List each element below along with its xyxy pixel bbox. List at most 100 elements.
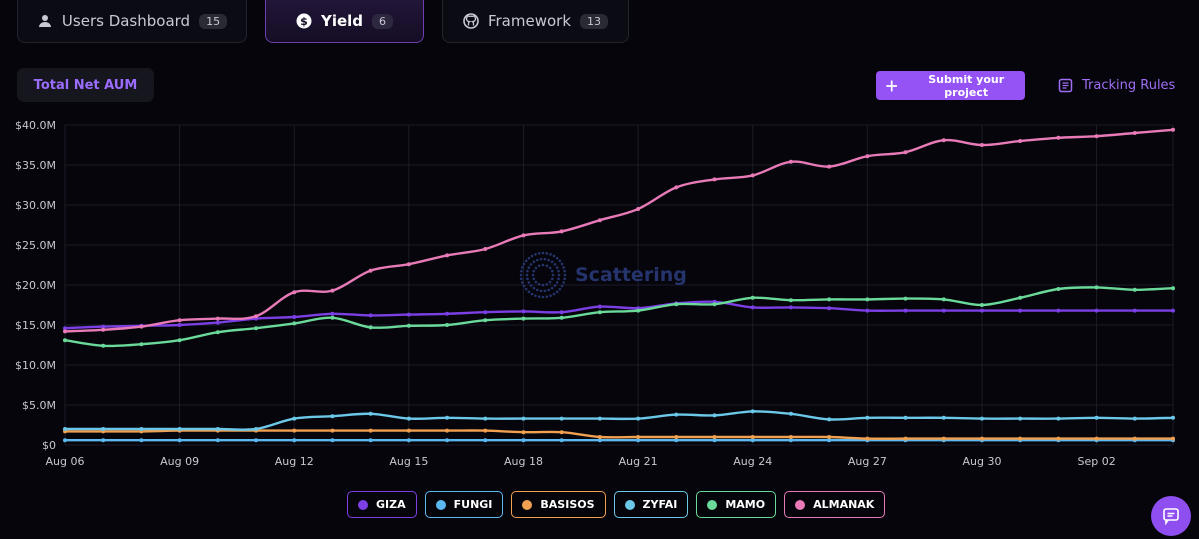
logo-dot (563, 269, 566, 273)
data-point-almanak (63, 329, 67, 334)
data-point-mamo (712, 302, 717, 307)
legend-item-basisos[interactable]: BASISOS (511, 491, 606, 518)
data-point-fungi (636, 438, 641, 443)
data-point-basisos (941, 436, 946, 441)
data-point-mamo (636, 308, 641, 313)
data-point-giza (597, 304, 602, 309)
data-point-fungi (215, 438, 220, 443)
logo-dot (549, 253, 552, 256)
data-point-mamo (330, 315, 335, 320)
data-point-zyfai (1018, 416, 1023, 421)
legend-item-fungi[interactable]: FUNGI (424, 491, 504, 518)
logo-dot (520, 277, 523, 281)
x-tick-label: Aug 27 (848, 455, 887, 468)
data-point-fungi (788, 438, 793, 443)
logo-dot (545, 282, 549, 286)
logo-dot (557, 277, 560, 281)
metric-label: Total Net AUM (33, 77, 138, 93)
svg-text:$: $ (300, 15, 308, 28)
data-point-almanak (521, 233, 526, 238)
logo-dot (530, 292, 534, 296)
submit-project-button[interactable]: Submit your project (876, 71, 1025, 100)
logo-dot (529, 284, 533, 287)
data-point-almanak (788, 159, 793, 164)
logo-dot (550, 286, 554, 290)
data-point-fungi (674, 438, 679, 443)
data-point-almanak (101, 327, 106, 332)
data-point-zyfai (636, 416, 641, 421)
data-point-fungi (827, 438, 832, 443)
logo-dot (532, 286, 536, 290)
logo-dot (526, 269, 529, 273)
series-line-basisos (65, 429, 1173, 440)
data-point-zyfai (101, 427, 106, 431)
logo-dot (552, 254, 556, 258)
data-point-almanak (559, 229, 564, 234)
data-point-basisos (1018, 436, 1023, 441)
data-point-zyfai (1094, 415, 1099, 420)
tab-users-dashboard[interactable]: Users Dashboard 15 (17, 0, 247, 43)
tracking-rules-link[interactable]: Tracking Rules (1058, 75, 1175, 95)
logo-dot (532, 260, 536, 264)
logo-dot (543, 289, 547, 293)
legend-label: BASISOS (540, 498, 595, 511)
x-tick-label: Aug 30 (962, 455, 1001, 468)
series-line-mamo (64, 286, 1174, 348)
data-point-zyfai (559, 416, 564, 421)
data-point-mamo (101, 343, 106, 348)
submit-label: Submit your project (928, 72, 1005, 99)
data-point-giza (445, 311, 450, 316)
data-point-almanak (827, 164, 832, 169)
data-point-almanak (330, 288, 335, 293)
logo-dot (548, 266, 552, 270)
data-point-giza (330, 311, 335, 316)
data-point-almanak (177, 318, 182, 323)
total-net-aum-selector[interactable]: Total Net AUM (17, 68, 154, 102)
logo-dot (522, 262, 526, 266)
logo-dot (522, 284, 526, 288)
data-point-fungi (521, 438, 526, 443)
y-tick-label: $10.0M (15, 359, 56, 372)
logo-dot (555, 290, 559, 294)
y-tick-label: $25.0M (15, 239, 56, 252)
logo-dot (563, 277, 566, 281)
data-point-zyfai (1171, 415, 1175, 420)
logo-dot (545, 295, 549, 298)
x-tick-label: Aug 15 (389, 455, 428, 468)
logo-dot (527, 290, 531, 294)
data-point-almanak (1056, 135, 1061, 140)
legend-item-almanak[interactable]: ALMANAK (784, 491, 886, 518)
tab-yield[interactable]: $ Yield 6 (265, 0, 424, 43)
tab-framework[interactable]: Framework 13 (442, 0, 629, 43)
data-point-almanak (597, 218, 602, 223)
data-point-almanak (215, 316, 220, 321)
data-point-giza (483, 310, 488, 315)
legend-item-zyfai[interactable]: ZYFAI (613, 491, 689, 518)
y-tick-label: $5.0M (22, 399, 56, 412)
data-point-basisos (712, 435, 717, 439)
logo-dot (547, 258, 550, 262)
tracking-label: Tracking Rules (1082, 77, 1176, 93)
data-point-basisos (750, 435, 755, 439)
logo-dot (560, 262, 564, 266)
data-point-fungi (330, 438, 335, 443)
data-point-almanak (903, 150, 908, 155)
data-point-mamo (215, 330, 220, 335)
logo-dot (539, 289, 543, 293)
logo-dot (550, 269, 554, 273)
legend-item-giza[interactable]: GIZA (347, 491, 417, 518)
logo-dot (529, 263, 533, 266)
x-tick-label: Aug 24 (733, 455, 772, 468)
data-point-mamo (597, 310, 602, 315)
x-tick-label: Aug 06 (46, 455, 85, 468)
data-point-mamo (750, 295, 755, 300)
logo-dot (534, 294, 537, 297)
legend-item-mamo[interactable]: MAMO (696, 491, 777, 518)
data-point-zyfai (368, 411, 373, 416)
series-line-giza (64, 300, 1173, 330)
chat-button[interactable] (1151, 496, 1191, 536)
data-point-almanak (1018, 139, 1023, 143)
data-point-fungi (712, 438, 717, 443)
logo-dot (532, 277, 536, 281)
data-point-zyfai (941, 415, 946, 420)
